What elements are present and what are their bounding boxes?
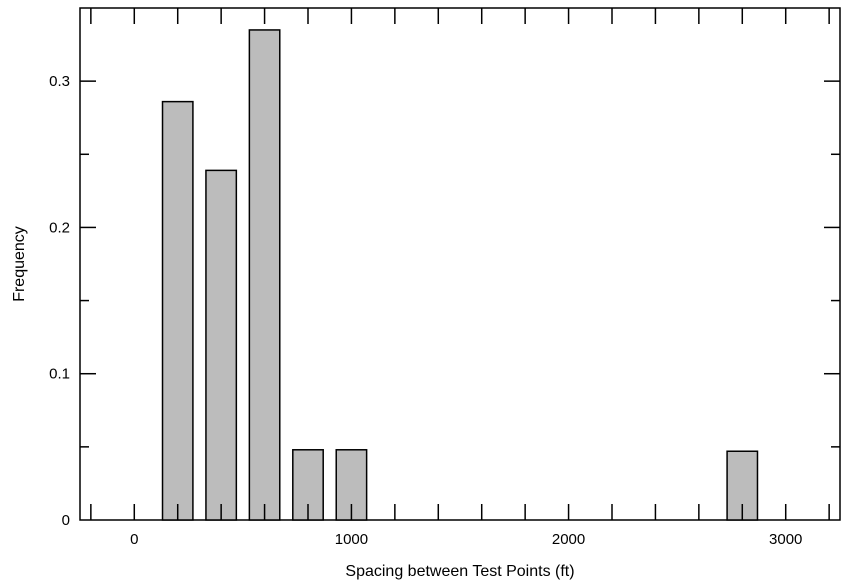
tick-labels-group: 0 1000 2000 3000 0 0.1 0.2 0.3 [49, 73, 802, 548]
x-tick-label: 1000 [335, 531, 368, 548]
y-tick-label: 0.3 [49, 73, 70, 90]
y-axis-title: Frequency [11, 226, 28, 302]
x-tick-label: 3000 [769, 531, 802, 548]
x-axis-title: Spacing between Test Points (ft) [345, 563, 574, 580]
x-tick-label: 0 [130, 531, 138, 548]
bar-2 [205, 169, 238, 521]
y-tick-label: 0.2 [49, 219, 70, 236]
x-tick-label: 2000 [552, 531, 585, 548]
y-tick-label: 0.1 [49, 366, 70, 383]
bars-group [161, 29, 759, 521]
plot-frame [79, 7, 841, 521]
y-tick-label: 0 [62, 512, 70, 529]
bar-3 [248, 29, 281, 521]
ticks-group [80, 8, 840, 520]
bar-1 [161, 100, 194, 521]
